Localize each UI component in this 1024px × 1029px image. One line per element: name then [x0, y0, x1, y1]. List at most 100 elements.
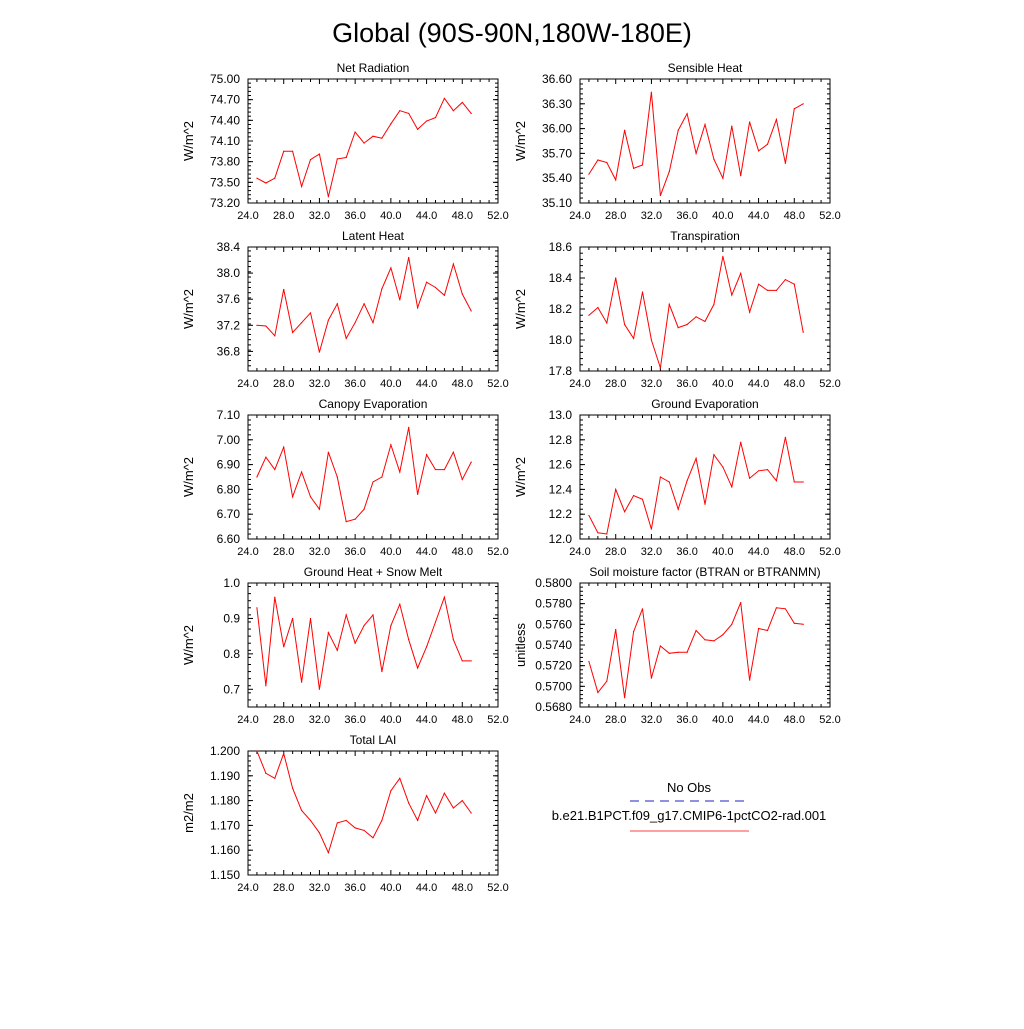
data-point	[606, 322, 608, 324]
chart-panel-total-lai: 24.0 28.0 32.0 36.0 40.0 44.0 48.0 52.0 1.150 1.1…	[181, 733, 509, 894]
data-point	[668, 652, 670, 654]
data-point	[650, 339, 653, 341]
data-point	[354, 322, 356, 324]
y-tick-label: 75.00	[210, 72, 240, 86]
data-point	[749, 311, 751, 313]
data-point	[443, 596, 446, 598]
data-point	[443, 294, 446, 296]
x-tick-label: 28.0	[273, 882, 294, 894]
data-point	[749, 477, 751, 479]
data-point	[766, 143, 769, 145]
y-tick-label: 36.60	[542, 72, 572, 86]
x-tick-label: 52.0	[819, 378, 840, 390]
y-tick-label: 12.8	[549, 433, 573, 447]
y-axis-label: W/m^2	[513, 121, 528, 161]
x-tick-label: 32.0	[641, 210, 662, 222]
data-point	[390, 267, 392, 269]
data-point	[704, 123, 706, 126]
data-point	[300, 471, 303, 473]
data-point	[425, 281, 428, 283]
data-point	[381, 670, 383, 673]
data-point	[588, 660, 590, 663]
y-tick-label: 73.80	[210, 155, 240, 169]
y-tick-label: 0.5720	[535, 659, 572, 673]
data-point	[650, 91, 653, 93]
data-point	[336, 476, 338, 478]
series-line	[256, 97, 472, 197]
data-point	[597, 532, 599, 534]
y-tick-label: 7.00	[217, 433, 241, 447]
data-point	[399, 777, 401, 779]
x-tick-label: 32.0	[309, 210, 330, 222]
page-title: Global (90S-90N,180W-180E)	[332, 18, 692, 48]
data-point	[713, 303, 715, 305]
data-point	[363, 624, 365, 627]
data-point	[597, 306, 599, 309]
data-point	[425, 795, 428, 797]
x-tick-label: 44.0	[748, 378, 769, 390]
y-tick-label: 36.30	[542, 97, 572, 111]
data-point	[434, 468, 437, 471]
data-point	[461, 660, 463, 662]
data-point	[641, 608, 644, 610]
y-tick-label: 18.6	[549, 240, 573, 254]
data-point	[274, 468, 276, 471]
x-tick-label: 40.0	[712, 714, 733, 726]
x-tick-label: 48.0	[452, 378, 473, 390]
x-tick-label: 48.0	[452, 882, 473, 894]
x-tick-label: 24.0	[569, 378, 590, 390]
x-tick-label: 32.0	[309, 546, 330, 558]
data-point	[588, 314, 590, 316]
data-point	[775, 118, 778, 121]
data-point	[784, 436, 786, 438]
y-tick-label: 6.80	[217, 482, 241, 496]
data-point	[318, 351, 321, 353]
y-tick-label: 13.0	[549, 408, 573, 422]
y-tick-label: 1.180	[210, 794, 240, 808]
data-point	[452, 807, 454, 809]
data-point	[677, 129, 679, 131]
x-tick-label: 28.0	[273, 210, 294, 222]
data-point	[704, 503, 706, 505]
data-point	[470, 660, 472, 662]
x-tick-label: 48.0	[452, 546, 473, 558]
x-tick-label: 40.0	[380, 378, 401, 390]
data-point	[624, 511, 626, 513]
chart-title: Ground Heat + Snow Melt	[304, 565, 443, 579]
x-tick-label: 36.0	[676, 378, 697, 390]
y-tick-label: 35.10	[542, 196, 572, 210]
data-point	[292, 331, 294, 334]
data-point	[470, 461, 472, 463]
data-point	[757, 470, 760, 472]
data-point	[452, 263, 454, 265]
y-axis-label: W/m^2	[181, 457, 196, 497]
data-point	[425, 646, 428, 648]
data-point	[256, 476, 258, 478]
data-point	[470, 112, 472, 115]
data-point	[274, 335, 276, 337]
data-point	[757, 627, 760, 630]
data-point	[292, 617, 294, 620]
chart-panel-ground-evaporation: 24.0 28.0 32.0 36.0 40.0 44.0 48.0 52.0 12.0 12.2…	[513, 397, 841, 558]
data-point	[283, 446, 285, 448]
data-point	[381, 288, 383, 290]
plot-frame	[247, 414, 499, 540]
x-tick-label: 52.0	[487, 210, 508, 222]
chart-title: Latent Heat	[342, 229, 405, 243]
data-point	[265, 182, 267, 184]
y-tick-label: 1.200	[210, 744, 240, 758]
x-tick-label: 36.0	[344, 546, 365, 558]
data-point	[336, 649, 338, 651]
x-tick-label: 36.0	[676, 546, 697, 558]
data-point	[775, 480, 778, 482]
data-point	[606, 161, 608, 164]
data-point	[265, 325, 267, 327]
data-point	[372, 614, 374, 616]
data-point	[318, 688, 321, 690]
chart-panel-latent-heat: 24.0 28.0 32.0 36.0 40.0 44.0 48.0 52.0 36.8 37.2…	[181, 229, 509, 390]
data-point	[624, 323, 626, 326]
data-point	[722, 255, 724, 257]
data-point	[641, 498, 644, 500]
y-tick-label: 36.00	[542, 122, 572, 136]
